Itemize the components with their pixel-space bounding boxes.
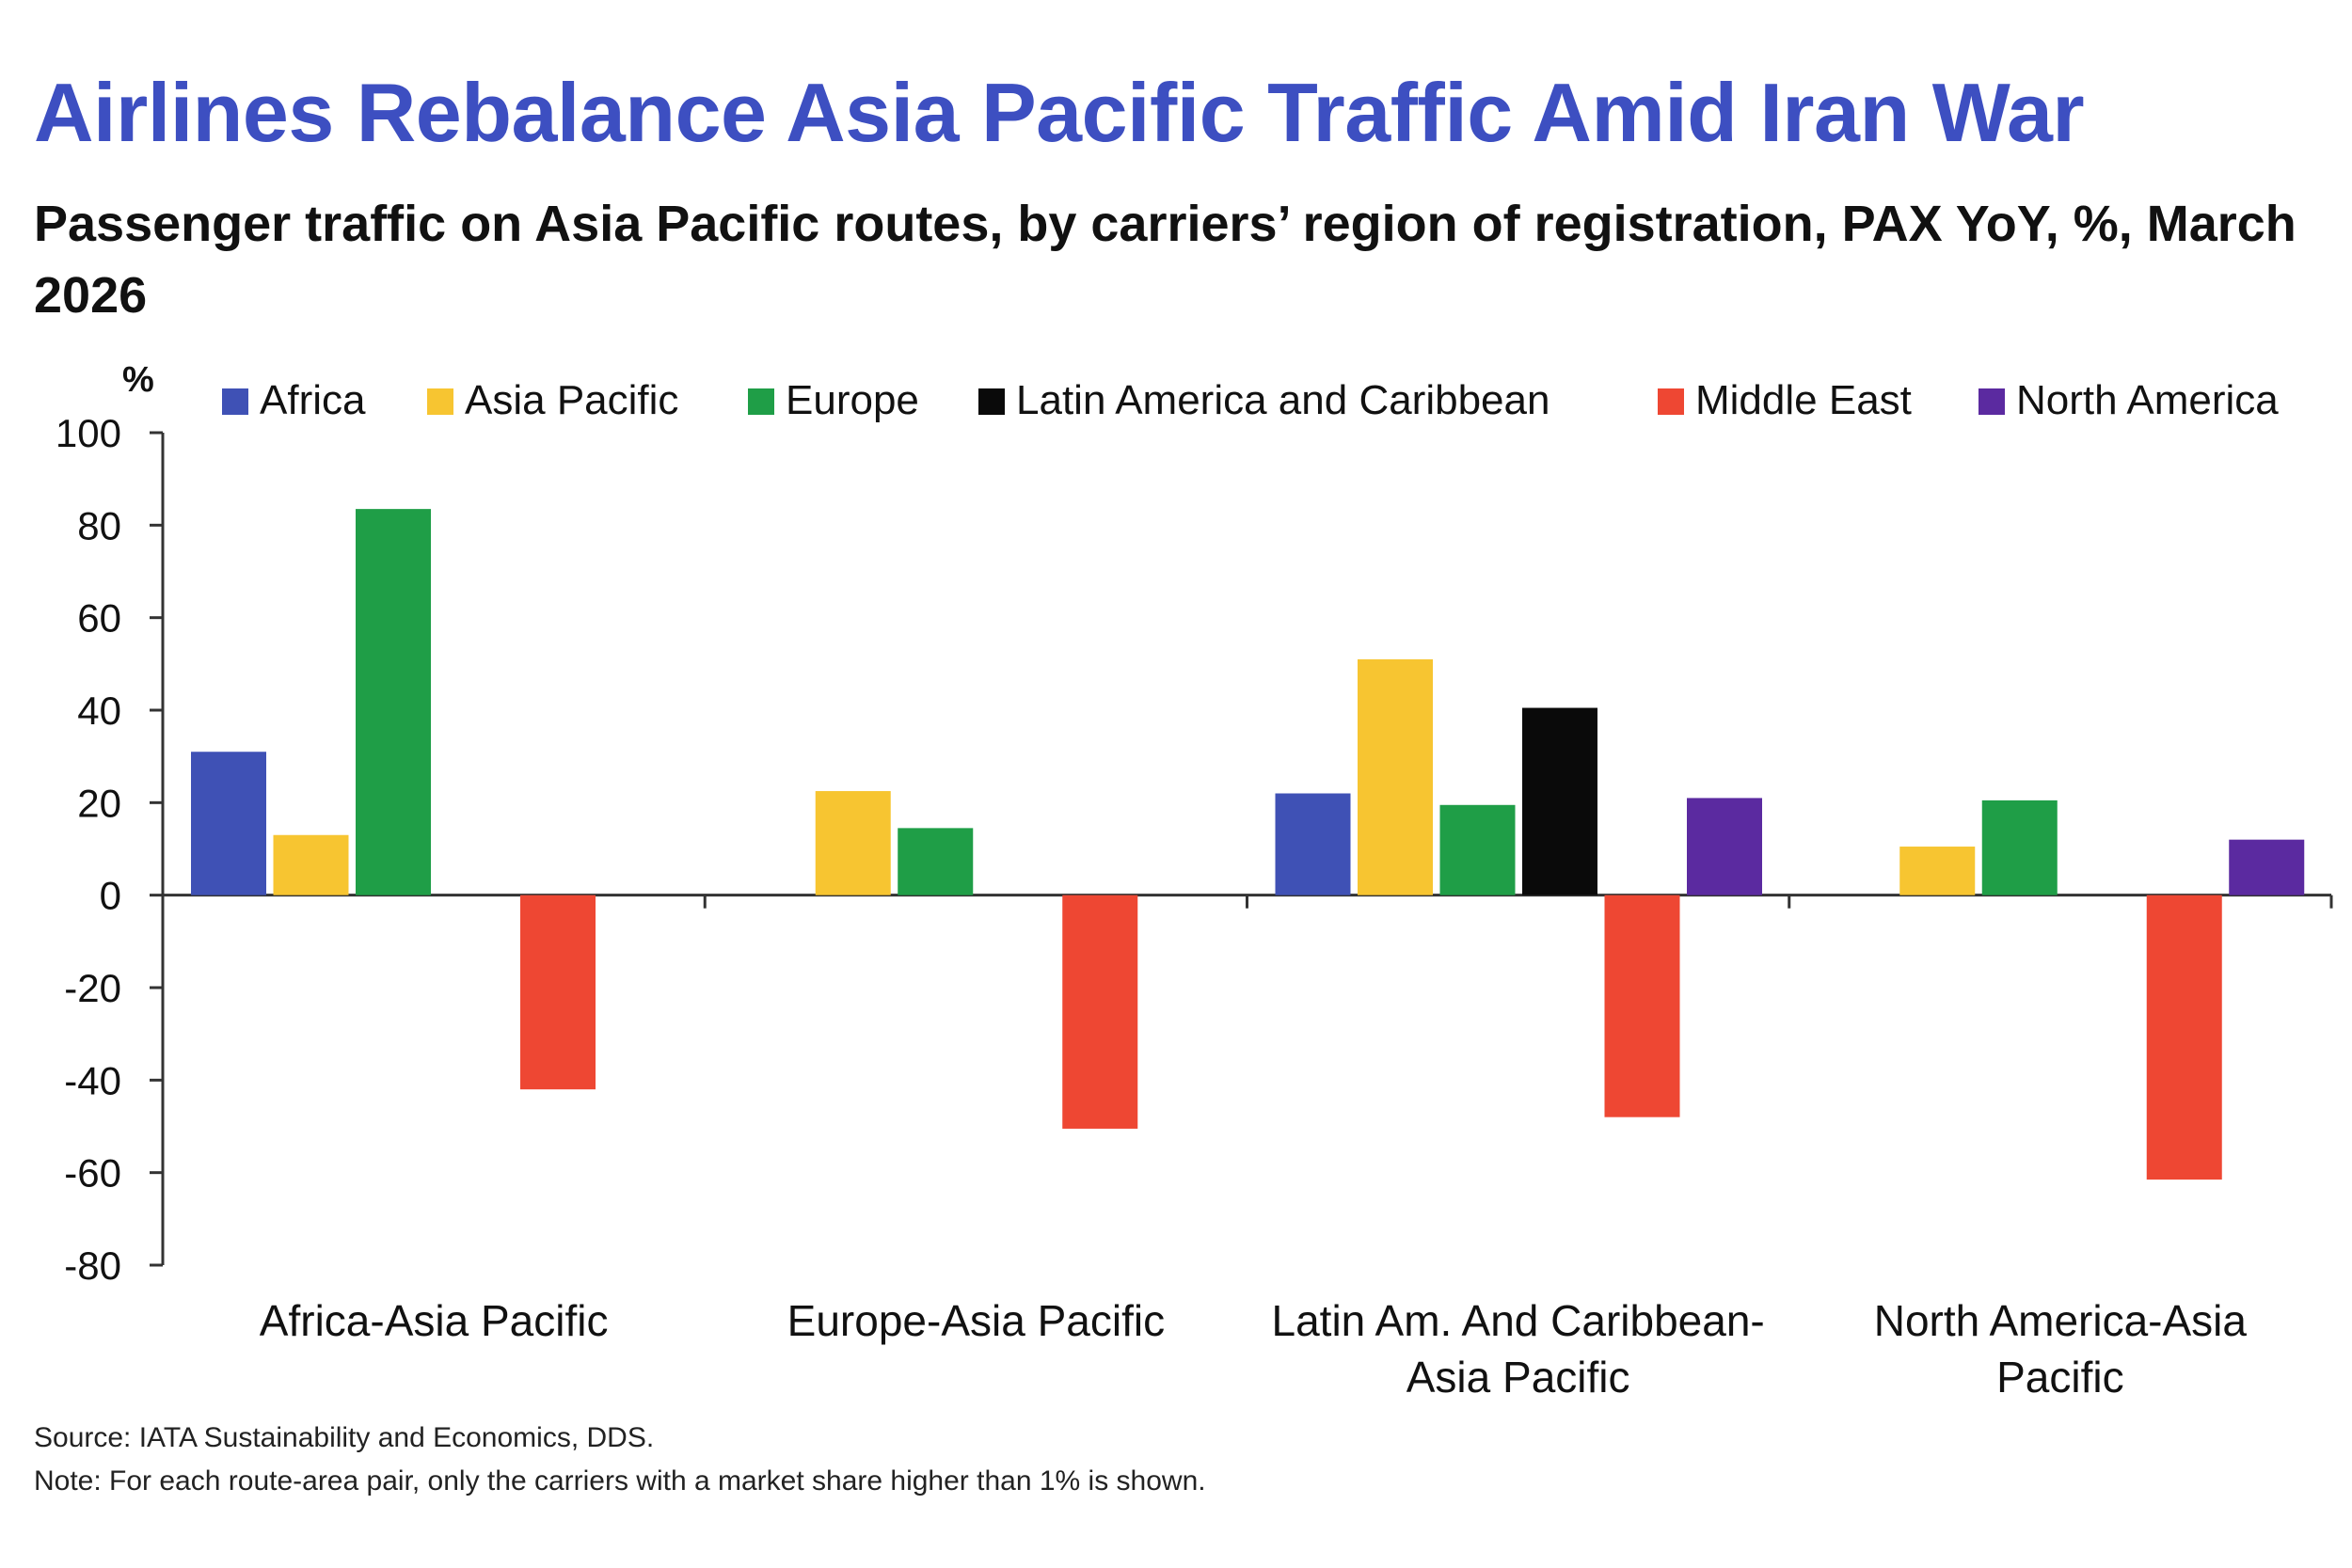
legend-swatch xyxy=(1658,388,1684,415)
y-tick-label: -40 xyxy=(64,1058,121,1102)
bar-north-america xyxy=(2229,839,2305,895)
bar-asia-pacific xyxy=(273,834,349,895)
bar-asia-pacific xyxy=(1899,847,1976,895)
y-tick-label: -60 xyxy=(64,1151,121,1196)
bar-latin-america-and-caribbean xyxy=(1522,707,1597,895)
x-category-label: Latin Am. And Caribbean- xyxy=(1272,1296,1765,1345)
bar-north-america xyxy=(1687,798,1762,895)
y-tick-label: -20 xyxy=(64,966,121,1010)
bar-europe xyxy=(898,828,974,895)
bar-asia-pacific xyxy=(815,791,891,895)
y-tick-label: 0 xyxy=(100,874,121,918)
legend-label: Europe xyxy=(786,377,919,423)
bar-africa xyxy=(191,752,266,895)
bar-europe xyxy=(1439,804,1516,895)
y-tick-label: 40 xyxy=(77,689,121,733)
legend-swatch xyxy=(748,388,774,415)
legend-label: Asia Pacific xyxy=(465,377,678,423)
bar-europe xyxy=(356,509,431,895)
bar-europe xyxy=(1981,800,2058,895)
legend-swatch xyxy=(427,388,453,415)
bar-middle-east xyxy=(1062,895,1138,1129)
y-tick-label: 80 xyxy=(77,503,121,547)
legend-swatch xyxy=(1979,388,2005,415)
chart-subtitle: Passenger traffic on Asia Pacific routes… xyxy=(34,196,2296,324)
bar-middle-east xyxy=(1604,895,1680,1117)
x-category-label: North America-Asia xyxy=(1874,1296,2248,1345)
bar-asia-pacific xyxy=(1358,658,1433,895)
bar-middle-east xyxy=(520,895,596,1090)
legend-label: Middle East xyxy=(1695,377,1912,423)
y-tick-label: 60 xyxy=(77,596,121,641)
legend-label: Latin America and Caribbean xyxy=(1016,377,1549,423)
y-axis-label: % xyxy=(122,360,154,400)
y-tick-label: 100 xyxy=(56,411,121,455)
y-tick-label: 20 xyxy=(77,781,121,825)
source-note: Source: IATA Sustainability and Economic… xyxy=(34,1422,655,1453)
x-category-label: Africa-Asia Pacific xyxy=(260,1296,609,1345)
legend-swatch xyxy=(222,388,248,415)
bar-africa xyxy=(1275,793,1351,895)
x-category-label: Pacific xyxy=(1996,1353,2123,1402)
legend-label: North America xyxy=(2016,377,2279,423)
chart-footer: Source: IATA Sustainability and Economic… xyxy=(34,1417,1206,1503)
legend-swatch xyxy=(978,388,1005,415)
bar-middle-east xyxy=(2146,895,2222,1180)
footnote: Note: For each route-area pair, only the… xyxy=(34,1465,1206,1497)
x-category-label: Asia Pacific xyxy=(1406,1353,1630,1402)
y-tick-label: -80 xyxy=(64,1243,121,1288)
legend-label: Africa xyxy=(260,377,366,423)
chart-title: Airlines Rebalance Asia Pacific Traffic … xyxy=(34,66,2085,159)
x-category-label: Europe-Asia Pacific xyxy=(787,1296,1165,1345)
